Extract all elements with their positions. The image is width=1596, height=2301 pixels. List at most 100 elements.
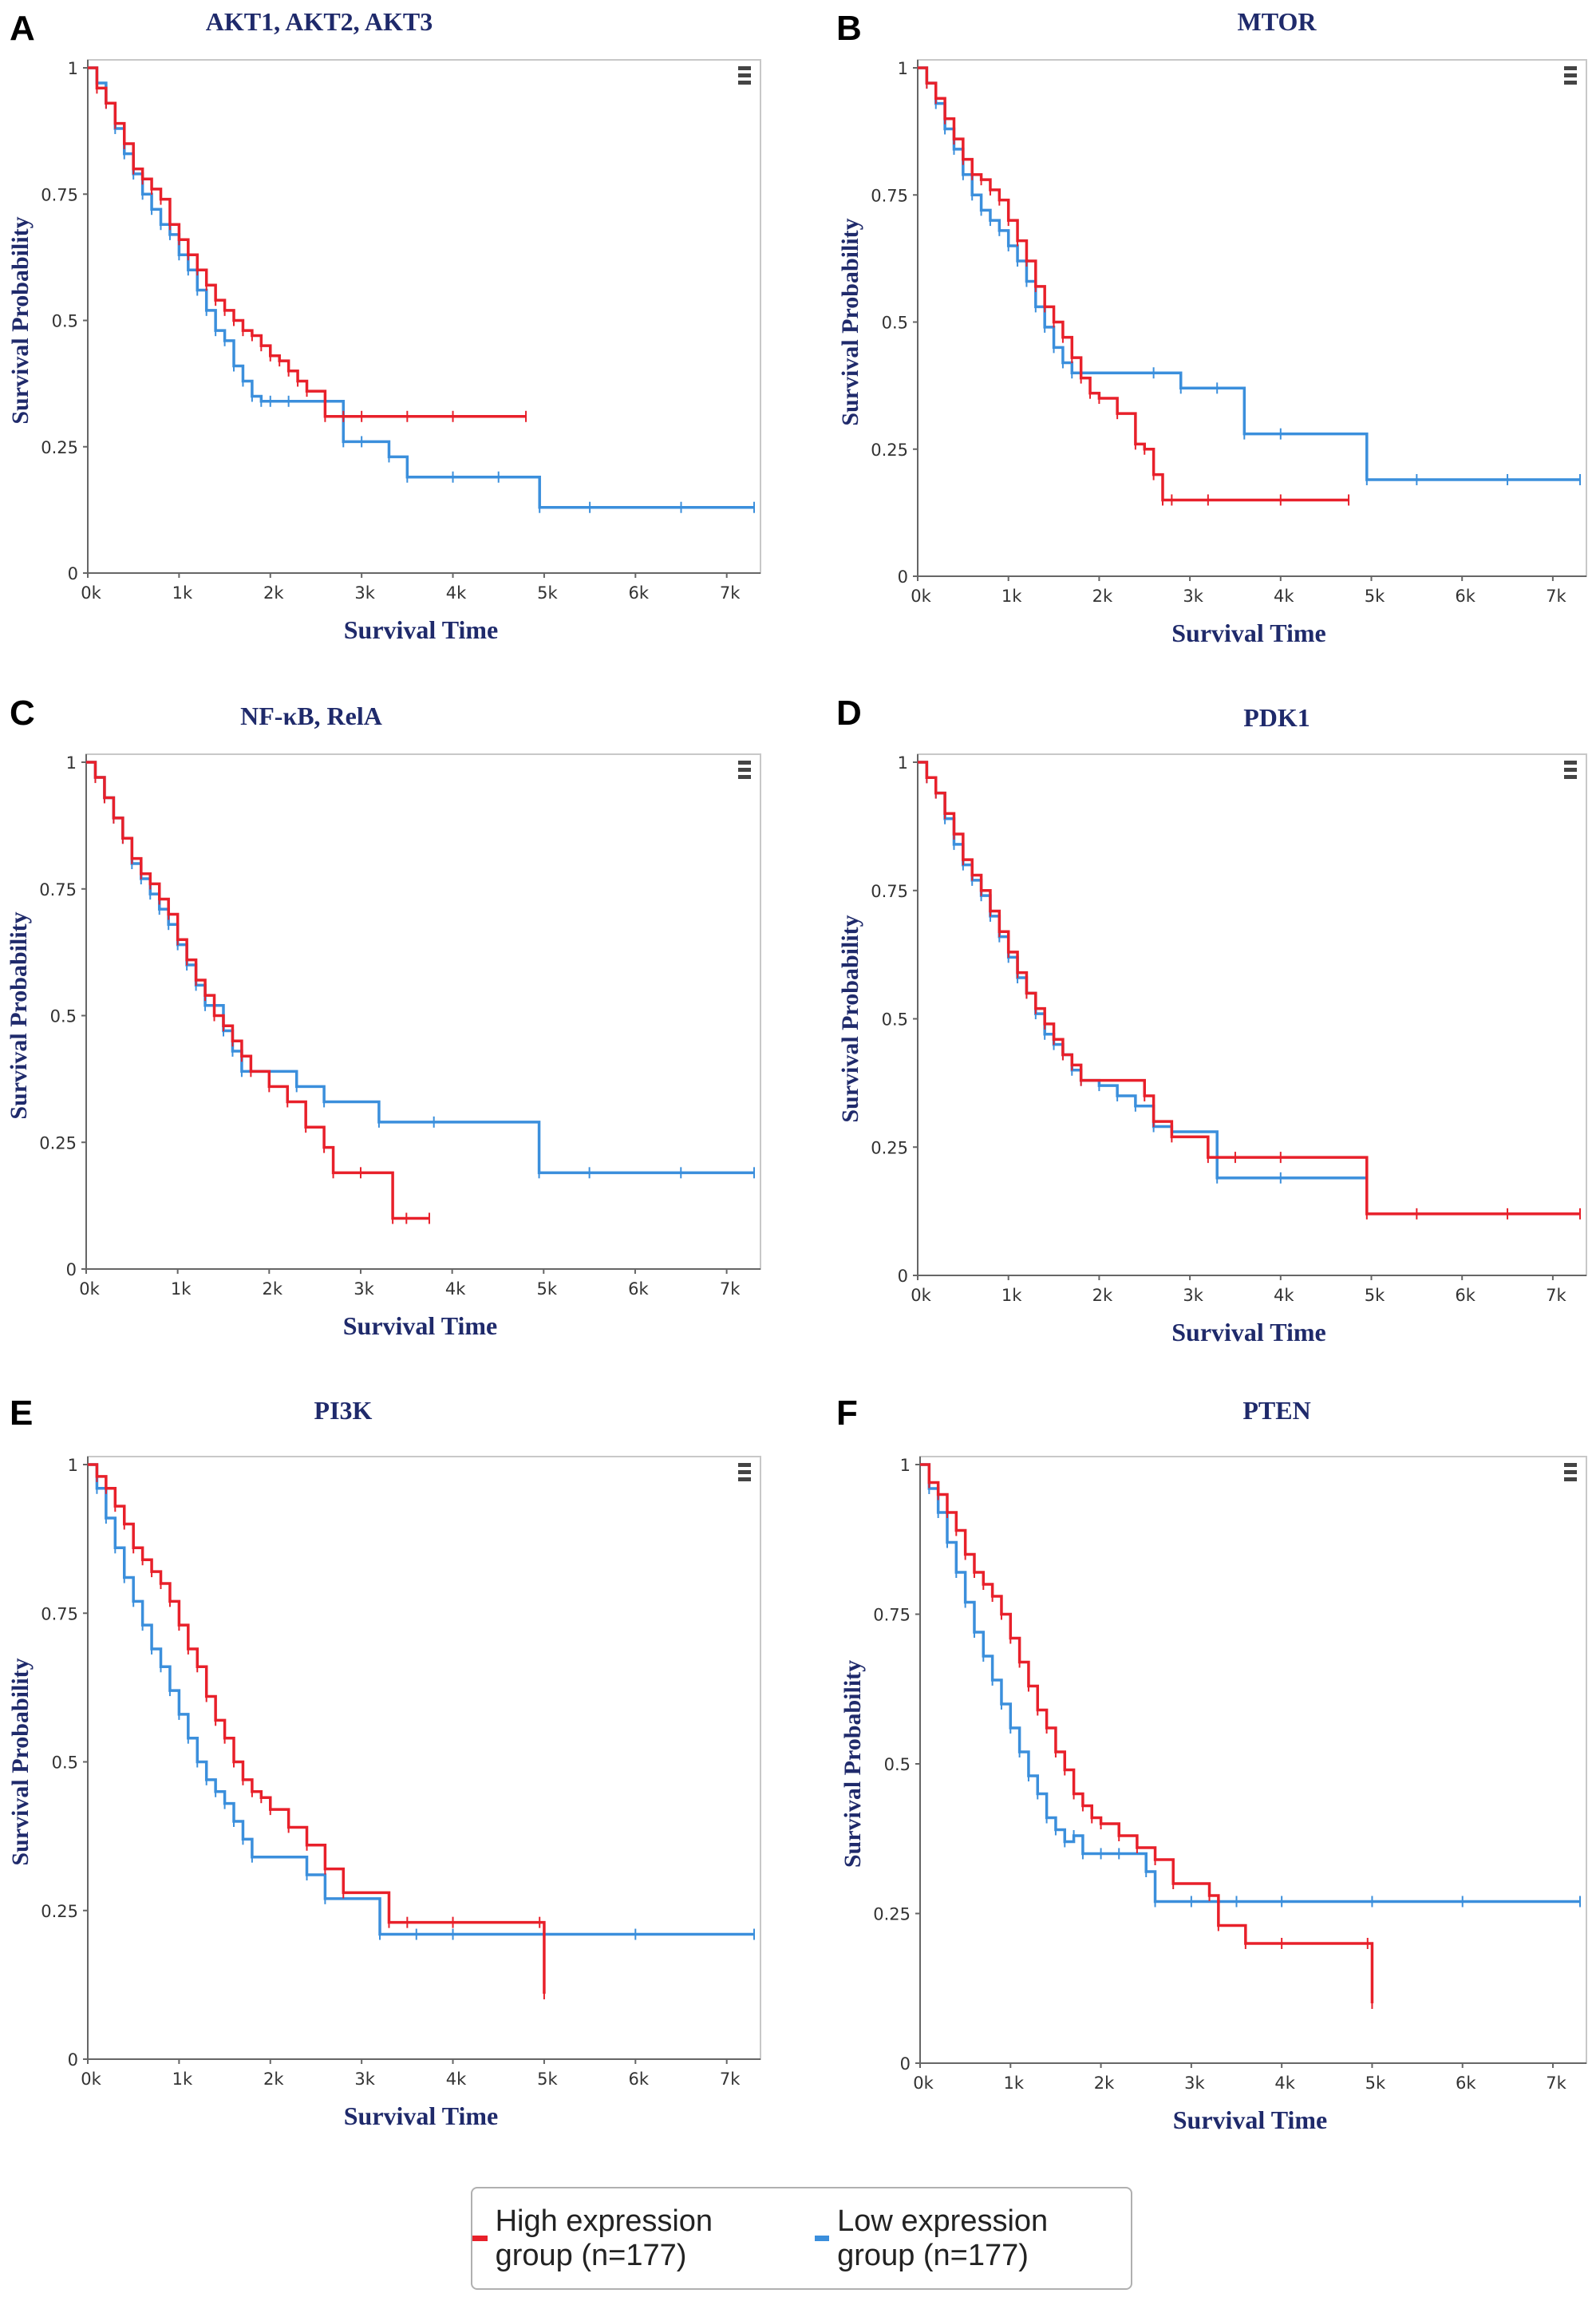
x-tick-label: 5k [537, 1279, 558, 1299]
x-tick-label: 4k [446, 2070, 467, 2089]
x-tick-label: 3k [354, 1279, 374, 1299]
x-tick-label: 1k [1001, 587, 1022, 606]
y-tick-label: 0.5 [882, 314, 908, 333]
y-axis-label: Survival Probability [837, 915, 863, 1122]
x-axis-label: Survival Time [1173, 2105, 1328, 2134]
plot-frame [87, 1456, 761, 2060]
menu-icon[interactable] [738, 66, 751, 85]
chart-panel-e: E PI3K 0 0.25 0.5 0.75 1 0k 1k 2k 3k 4k 5k 6k 7k Surviv… [7, 1394, 761, 2130]
legend-label-high: High expression group (n=177) [495, 2204, 713, 2272]
panel-letter: B [836, 9, 862, 48]
x-tick-label: 4k [1274, 1286, 1294, 1305]
y-axis-label: Survival Probability [837, 218, 863, 425]
series-high-curve [88, 66, 527, 418]
y-tick-label: 1 [66, 753, 77, 773]
y-tick-label: 0 [68, 2050, 78, 2070]
series-low-curve [88, 66, 754, 509]
y-axis-label: Survival Probability [839, 1660, 866, 1868]
y-tick-label: 0.5 [50, 1007, 77, 1026]
x-tick-label: 4k [1274, 587, 1294, 606]
x-tick-label: 5k [537, 583, 558, 603]
y-tick-label: 0.75 [873, 1606, 911, 1625]
y-tick-label: 0 [68, 564, 78, 583]
panel-letter: F [836, 1394, 858, 1433]
y-tick-label: 0.25 [39, 1133, 77, 1152]
chart-title: MTOR [1238, 7, 1317, 36]
y-axis-label: Survival Probability [7, 216, 34, 424]
legend-swatch-low [814, 2236, 830, 2241]
x-axis-label: Survival Time [1171, 1318, 1326, 1346]
x-tick-label: 0k [911, 587, 931, 606]
x-axis-label: Survival Time [344, 615, 499, 644]
x-tick-label: 6k [628, 1279, 649, 1299]
series-low-curve [920, 1463, 1580, 1904]
x-tick-label: 7k [720, 2070, 741, 2089]
x-tick-label: 7k [1546, 2074, 1566, 2093]
plot-frame [87, 59, 761, 574]
x-axis-label: Survival Time [344, 2101, 499, 2130]
x-tick-label: 0k [911, 1286, 931, 1305]
x-tick-label: 6k [1455, 587, 1476, 606]
x-tick-label: 6k [629, 2070, 650, 2089]
panel-letter: C [10, 694, 35, 733]
x-tick-label: 1k [172, 2070, 193, 2089]
x-tick-label: 2k [1092, 1286, 1113, 1305]
legend-item-low: Low expression group (n=177) [814, 2204, 1131, 2273]
series-low-curve [918, 761, 1367, 1180]
legend-label-low: Low expression group (n=177) [837, 2204, 1049, 2272]
y-axis-label: Survival Probability [7, 1658, 34, 1865]
plot-frame [85, 753, 761, 1270]
y-tick-label: 0.5 [52, 312, 78, 331]
chart-title: PDK1 [1243, 703, 1310, 732]
series-high-curve [918, 761, 1580, 1216]
x-tick-label: 6k [629, 583, 650, 603]
y-tick-label: 0.75 [41, 1604, 78, 1623]
x-tick-label: 0k [81, 583, 101, 603]
chart-title: PTEN [1242, 1396, 1310, 1425]
x-tick-label: 2k [263, 1279, 283, 1299]
plot-frame [917, 753, 1587, 1276]
x-tick-label: 7k [720, 1279, 741, 1299]
x-tick-label: 5k [1365, 587, 1385, 606]
x-tick-label: 7k [1546, 1286, 1566, 1305]
series-low-curve [88, 1463, 754, 1936]
x-tick-label: 4k [446, 583, 467, 603]
y-tick-label: 0.25 [41, 1902, 78, 1921]
y-tick-label: 0.5 [882, 1010, 908, 1030]
series-high-curve [88, 1463, 546, 1995]
y-tick-label: 1 [68, 1456, 78, 1475]
series-high-curve [86, 761, 429, 1220]
chart-title: PI3K [314, 1396, 373, 1425]
y-tick-label: 0.75 [871, 186, 908, 205]
y-tick-label: 1 [900, 1456, 911, 1475]
x-tick-label: 3k [354, 583, 375, 603]
y-tick-label: 1 [68, 59, 78, 78]
y-tick-label: 0.25 [871, 1138, 908, 1157]
plot-frame [919, 1456, 1587, 2064]
y-tick-label: 0.5 [884, 1755, 911, 1774]
x-tick-label: 2k [1094, 2074, 1115, 2093]
x-tick-label: 0k [913, 2074, 934, 2093]
x-tick-label: 2k [263, 2070, 284, 2089]
x-tick-label: 7k [720, 583, 741, 603]
y-tick-label: 0.25 [41, 438, 78, 457]
x-tick-label: 6k [1455, 1286, 1476, 1305]
chart-title: AKT1, AKT2, AKT3 [206, 7, 433, 36]
x-tick-label: 5k [1365, 2074, 1386, 2093]
x-tick-label: 1k [172, 583, 193, 603]
panel-letter: D [836, 694, 862, 733]
menu-icon[interactable] [1564, 761, 1577, 779]
x-tick-label: 3k [1184, 2074, 1205, 2093]
chart-panel-a: A AKT1, AKT2, AKT3 0 0.25 0.5 0.75 1 0k 1k 2k 3k 4k… [7, 7, 761, 644]
y-axis-label: Survival Probability [6, 911, 32, 1119]
x-tick-label: 1k [1001, 1286, 1022, 1305]
legend: High expression group (n=177) Low expres… [471, 2187, 1132, 2290]
menu-icon[interactable] [1564, 66, 1577, 85]
x-tick-label: 3k [1183, 587, 1203, 606]
menu-icon[interactable] [1564, 1463, 1577, 1481]
menu-icon[interactable] [738, 1463, 751, 1481]
menu-icon[interactable] [738, 761, 751, 779]
panel-letter: E [10, 1394, 33, 1433]
chart-panel-d: D PDK1 0 0.25 0.5 0.75 1 0k 1k 2k 3k 4k 5k 6k 7k Surviv… [836, 694, 1587, 1346]
